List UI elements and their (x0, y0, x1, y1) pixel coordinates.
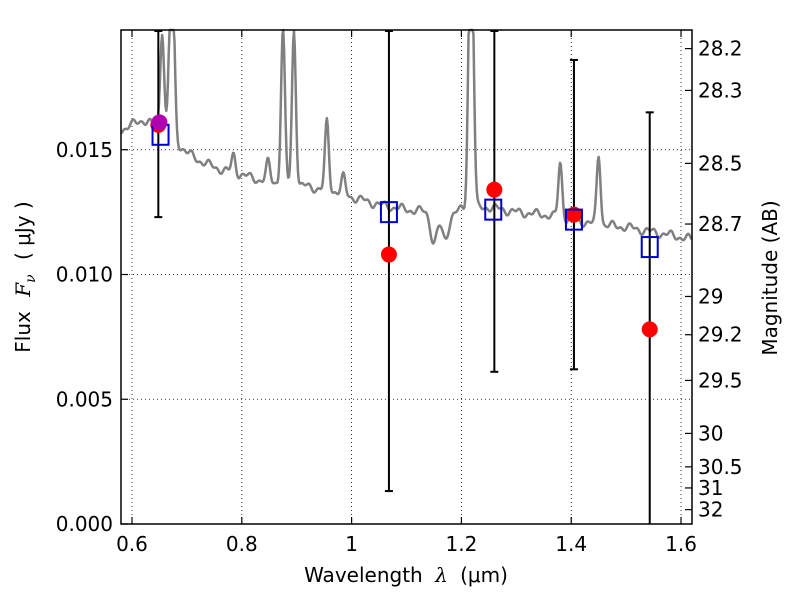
observed-point-marker (641, 321, 658, 338)
magnitude-tick-label: 29 (698, 284, 723, 308)
magnitude-tick-label: 29.2 (698, 323, 743, 347)
error-bars (154, 30, 654, 524)
x-tick-label: 0.8 (226, 532, 258, 556)
magnitude-tick-label: 30.5 (698, 455, 743, 479)
y-axis-ticks: 0.000 0.005 0.010 0.015 (56, 138, 128, 536)
model-square-marker (640, 236, 659, 259)
magnitude-tick-label: 31 (698, 476, 723, 500)
x-axis-label: Wavelength λ (μm) (304, 563, 508, 587)
grid-lines (121, 30, 692, 525)
y-axis-label: Flux Fν ( μJy ) (11, 201, 40, 352)
x-axis-ticks: 0.6 0.8 1 1.2 1.4 1.6 (116, 30, 697, 556)
model-square-marker (379, 201, 398, 224)
y-tick-label: 0.005 (56, 387, 113, 411)
magnitude-tick-label: 28.7 (698, 212, 743, 236)
magnitude-tick-label: 30 (698, 421, 723, 445)
x-tick-label: 1.4 (555, 532, 587, 556)
y-tick-label: 0.015 (56, 138, 113, 162)
magnitude-tick-label: 28.2 (698, 37, 743, 61)
overlap-marker (151, 114, 168, 131)
observed-point-marker (565, 206, 582, 223)
model-square-marker (484, 198, 503, 221)
magnitude-tick-label: 28.5 (698, 151, 743, 175)
y-tick-label: 0.010 (56, 263, 113, 287)
plot-frame (120, 29, 693, 525)
x-tick-label: 1.6 (665, 532, 697, 556)
x-tick-label: 0.6 (116, 532, 148, 556)
observed-point-marker (380, 246, 397, 263)
model-square-marker (564, 208, 583, 231)
data-points (150, 114, 659, 338)
magnitude-tick-label: 29.5 (698, 368, 743, 392)
spectrum-line (120, 28, 693, 245)
template-spectrum (120, 28, 693, 245)
magnitude-tick-label: 32 (698, 498, 723, 522)
magnitude-axis-label: Magnitude (AB) (758, 200, 782, 355)
y-tick-label: 0.000 (56, 512, 113, 536)
magnitude-tick-label: 28.3 (698, 78, 743, 102)
observed-point-marker (486, 181, 503, 198)
x-tick-label: 1 (345, 532, 358, 556)
x-tick-label: 1.2 (445, 532, 477, 556)
